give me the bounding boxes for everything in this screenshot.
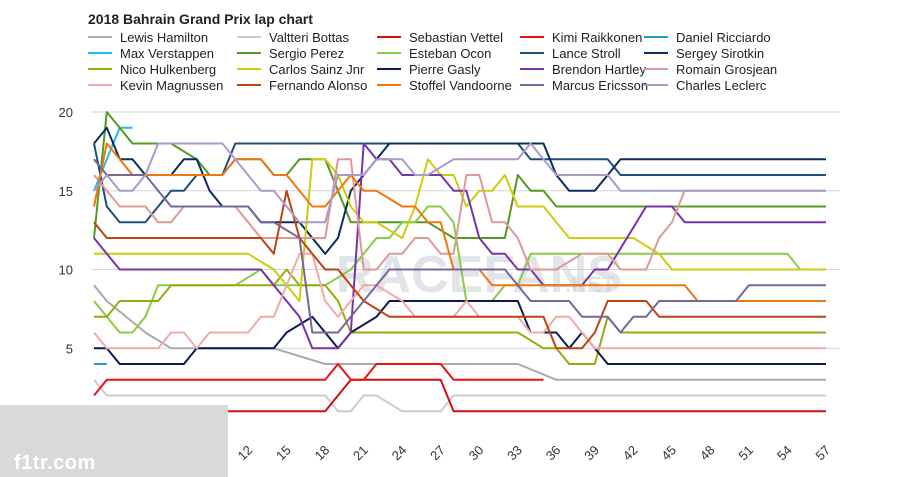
x-tick-label: 51 xyxy=(735,442,756,463)
legend-label: Marcus Ericsson xyxy=(552,78,648,93)
series-line-nico-hulkenberg xyxy=(94,268,826,365)
series-line-kevin-magnussen xyxy=(93,252,826,350)
x-tick-label: 39 xyxy=(581,442,602,463)
x-axis: 12 15 18 21 24 27 30 33 36 39 42 45 48 51 54 57 xyxy=(235,442,834,463)
legend-label: Sergio Perez xyxy=(269,46,344,61)
legend-label: Pierre Gasly xyxy=(409,62,481,77)
series-line-valtteri-bottas xyxy=(93,379,826,413)
x-tick-label: 18 xyxy=(312,442,333,463)
legend-label: Brendon Hartley xyxy=(552,62,646,77)
chart-title: 2018 Bahrain Grand Prix lap chart xyxy=(88,11,313,27)
legend-label: Sergey Sirotkin xyxy=(676,46,764,61)
series-line-marcus-ericsson xyxy=(93,158,826,334)
y-tick-label: 5 xyxy=(66,341,73,356)
legend-label: Nico Hulkenberg xyxy=(120,62,216,77)
x-tick-label: 48 xyxy=(697,442,718,463)
series-line-lewis-hamilton xyxy=(93,284,826,381)
y-axis: 5 10 15 20 xyxy=(59,105,73,356)
x-tick-label: 45 xyxy=(658,442,679,463)
y-tick-label: 10 xyxy=(59,263,73,278)
x-tick-label: 42 xyxy=(620,442,641,463)
legend-label: Charles Leclerc xyxy=(676,78,767,93)
legend-label: Carlos Sainz Jnr xyxy=(269,62,365,77)
x-tick-label: 12 xyxy=(235,442,256,463)
legend-label: Kimi Raikkonen xyxy=(552,30,642,45)
legend-label: Esteban Ocon xyxy=(409,46,491,61)
legend-label: Daniel Ricciardo xyxy=(676,30,771,45)
x-tick-label: 57 xyxy=(812,442,833,463)
legend-label: Max Verstappen xyxy=(120,46,214,61)
grid xyxy=(92,111,840,349)
series-line-kimi-raikkonen xyxy=(93,363,544,397)
x-tick-label: 21 xyxy=(350,442,371,463)
x-tick-label: 33 xyxy=(504,442,525,463)
legend-label: Sebastian Vettel xyxy=(409,30,503,45)
x-tick-label: 15 xyxy=(273,442,294,463)
legend: Lewis Hamilton Valtteri Bottas Sebastian V… xyxy=(88,30,777,93)
x-tick-label: 36 xyxy=(543,442,564,463)
x-tick-label: 27 xyxy=(427,442,448,463)
series-line-carlos-sainz-jnr xyxy=(94,158,826,302)
legend-label: Fernando Alonso xyxy=(269,78,367,93)
legend-label: Lewis Hamilton xyxy=(120,30,208,45)
brand-logo: f1tr.com xyxy=(14,452,96,474)
brand-box xyxy=(0,405,228,477)
series-line-charles-leclerc xyxy=(93,142,826,224)
y-tick-label: 20 xyxy=(59,105,73,120)
legend-label: Stoffel Vandoorne xyxy=(409,78,512,93)
x-tick-label: 24 xyxy=(389,442,410,463)
legend-label: Valtteri Bottas xyxy=(269,30,349,45)
series-line-stoffel-vandoorne xyxy=(93,142,826,302)
series-line-romain-grosjean xyxy=(93,158,826,271)
y-tick-label: 15 xyxy=(59,184,73,199)
x-tick-label: 30 xyxy=(466,442,487,463)
legend-label: Kevin Magnussen xyxy=(120,78,223,93)
series-lines xyxy=(93,111,826,413)
x-tick-label: 54 xyxy=(774,442,795,463)
legend-label: Lance Stroll xyxy=(552,46,621,61)
legend-label: Romain Grosjean xyxy=(676,62,777,77)
